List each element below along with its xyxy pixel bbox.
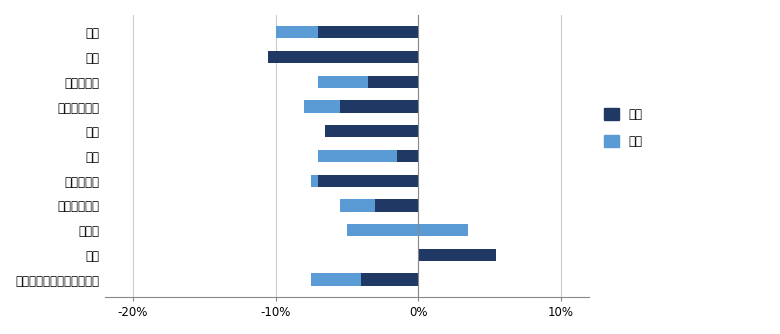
Bar <box>339 199 375 212</box>
Bar <box>339 100 418 113</box>
Legend: 株式, 通貨: 株式, 通貨 <box>600 103 647 153</box>
Bar <box>311 274 361 286</box>
Bar <box>268 51 418 63</box>
Bar <box>418 224 468 236</box>
Bar <box>304 100 339 113</box>
Bar <box>347 224 468 236</box>
Bar <box>318 26 418 38</box>
Bar <box>318 175 418 187</box>
Bar <box>418 249 496 261</box>
Bar <box>311 175 318 187</box>
Bar <box>325 125 418 137</box>
Bar <box>397 150 418 162</box>
Bar <box>318 150 397 162</box>
Bar <box>375 199 418 212</box>
Bar <box>275 26 318 38</box>
Bar <box>368 75 418 88</box>
Bar <box>318 75 368 88</box>
Bar <box>361 274 418 286</box>
